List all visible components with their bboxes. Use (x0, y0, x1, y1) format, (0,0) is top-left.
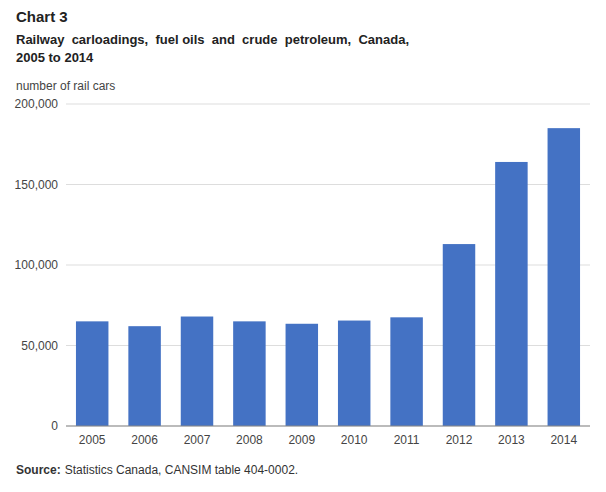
annotation: Source: (16, 463, 61, 477)
bar (286, 324, 318, 426)
x-tick-label: 2008 (236, 433, 263, 447)
chart-svg: Chart 3 Railway carloadings, fuel oils an… (0, 0, 606, 492)
source-note: Source: Statistics Canada, CANSIM table 4… (16, 463, 298, 477)
x-tick-label: 2007 (184, 433, 211, 447)
x-axis: 2005 2006 2007 2008 2009 2010 2011 2012 2013 2014 (66, 426, 590, 447)
y-tick-label: 0 (51, 419, 58, 433)
subtitle: 2005 to 2014 (16, 50, 94, 65)
bar (338, 321, 370, 426)
subtitle: Railway carloadings, fuel oils and crude… (16, 32, 409, 47)
bar (128, 326, 160, 426)
grid-line (66, 426, 590, 427)
bar (548, 128, 580, 426)
bar (495, 162, 527, 426)
y-tick-label: 150,000 (15, 178, 59, 192)
x-tick-label: 2011 (394, 433, 420, 447)
x-tick-label: 2009 (288, 433, 315, 447)
y-tick-label: 200,000 (15, 97, 59, 111)
x-tick-label: 2006 (131, 433, 158, 447)
y-tick-label: 100,000 (15, 258, 59, 272)
chart-container: Chart 3 Railway carloadings, fuel oils an… (0, 0, 606, 492)
x-tick-label: 2012 (446, 433, 473, 447)
bar (443, 244, 475, 426)
x-tick-label: 2005 (79, 433, 106, 447)
x-tick-label: 2010 (341, 433, 368, 447)
x-axis-line (66, 426, 590, 427)
y-axis-label: number of rail cars (16, 79, 115, 93)
bar (390, 317, 422, 426)
x-tick-label: 2014 (550, 433, 577, 447)
grid-line (66, 104, 590, 105)
bar (233, 321, 265, 426)
bar (181, 317, 213, 426)
bars (76, 128, 580, 426)
y-tick-label: 50,000 (21, 339, 58, 353)
x-tick-label: 2013 (498, 433, 525, 447)
y-axis: 0 50,000 100,000 150,000 200,000 (15, 97, 59, 433)
bar (76, 321, 108, 426)
grid (66, 104, 590, 426)
annotation: Statistics Canada, CANSIM table 404-0002… (65, 463, 298, 477)
title: Chart 3 (16, 8, 68, 25)
